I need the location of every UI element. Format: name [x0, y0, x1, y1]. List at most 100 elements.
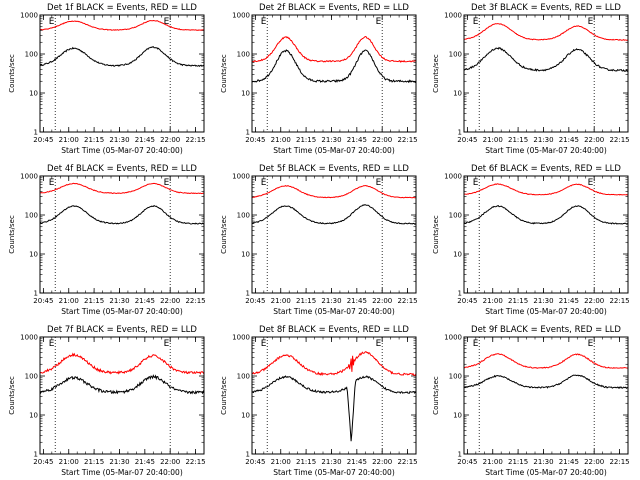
event-marker-label: E	[588, 178, 594, 188]
x-tick-label: 20:45	[457, 458, 477, 466]
x-tick-label: 21:30	[321, 297, 341, 305]
y-tick-label: 1	[34, 451, 38, 459]
x-tick-label: 21:00	[271, 297, 291, 305]
x-tick-label: 20:45	[245, 458, 265, 466]
detector-panel-3: Det 3f BLACK = Events, RED = LLD Counts/s…	[432, 3, 630, 155]
x-tick-label: 22:00	[584, 136, 604, 144]
event-marker-label: E	[261, 178, 267, 188]
x-tick-label: 21:15	[508, 458, 528, 466]
y-axis-label: Counts/sec	[432, 215, 440, 254]
y-tick-label: 1000	[232, 173, 250, 181]
events-series-line	[463, 46, 629, 72]
x-tick-label: 22:15	[397, 136, 417, 144]
plot-frame	[251, 175, 417, 294]
y-tick-label: 1	[458, 451, 462, 459]
x-tick-label: 21:30	[321, 136, 341, 144]
x-tick-label: 21:45	[559, 297, 579, 305]
event-marker-label: E	[261, 339, 267, 349]
x-tick-label: 22:00	[372, 458, 392, 466]
y-tick-label: 1000	[20, 12, 38, 20]
x-tick-label: 22:15	[609, 297, 629, 305]
y-tick-label: 1000	[232, 334, 250, 342]
y-tick-label: 100	[25, 51, 38, 59]
y-axis-label: Counts/sec	[220, 376, 228, 415]
x-tick-label: 21:45	[559, 136, 579, 144]
x-axis-label: Start Time (05-Mar-07 20:40:00)	[485, 146, 607, 155]
x-tick-label: 21:00	[483, 297, 503, 305]
event-marker-label: E	[376, 178, 382, 188]
y-tick-label: 100	[449, 212, 462, 220]
plot-frame	[463, 336, 629, 455]
y-tick-label: 10	[241, 251, 250, 259]
x-axis-label: Start Time (05-Mar-07 20:40:00)	[273, 307, 395, 316]
x-tick-label: 20:45	[245, 297, 265, 305]
y-tick-label: 10	[241, 412, 250, 420]
panel-title: Det 4f BLACK = Events, RED = LLD	[47, 164, 197, 174]
y-axis-label: Counts/sec	[8, 54, 16, 93]
y-tick-label: 1000	[444, 334, 462, 342]
panel-title: Det 3f BLACK = Events, RED = LLD	[471, 3, 621, 13]
panel-title: Det 1f BLACK = Events, RED = LLD	[47, 3, 197, 13]
x-tick-label: 20:45	[33, 136, 53, 144]
x-tick-label: 21:00	[483, 136, 503, 144]
y-axis-label: Counts/sec	[8, 376, 16, 415]
y-tick-label: 10	[29, 412, 38, 420]
y-tick-label: 100	[237, 373, 250, 381]
events-series-line	[39, 204, 205, 225]
event-marker-label: E	[49, 17, 55, 27]
x-tick-label: 20:45	[33, 297, 53, 305]
detector-panel-5: Det 5f BLACK = Events, RED = LLD Counts/s…	[220, 164, 418, 316]
x-axis-label: Start Time (05-Mar-07 20:40:00)	[273, 146, 395, 155]
y-axis-label: Counts/sec	[8, 215, 16, 254]
plot-frame	[39, 175, 205, 294]
y-tick-label: 1	[34, 290, 38, 298]
x-tick-label: 21:30	[109, 297, 129, 305]
event-marker-label: E	[164, 339, 170, 349]
x-tick-label: 21:45	[347, 458, 367, 466]
x-tick-label: 22:00	[372, 297, 392, 305]
detector-panel-8: Det 8f BLACK = Events, RED = LLD Counts/s…	[220, 325, 418, 477]
x-tick-label: 21:45	[135, 136, 155, 144]
y-tick-label: 100	[237, 51, 250, 59]
x-tick-label: 21:45	[135, 297, 155, 305]
lld-series-line	[463, 23, 629, 41]
plot-frame	[39, 336, 205, 455]
x-tick-label: 21:30	[533, 136, 553, 144]
x-tick-label: 22:15	[609, 458, 629, 466]
events-series-line	[463, 204, 629, 225]
y-tick-label: 1	[246, 129, 250, 137]
x-tick-label: 21:15	[296, 297, 316, 305]
x-tick-label: 21:30	[109, 458, 129, 466]
lld-series-line	[252, 351, 417, 377]
x-tick-label: 22:00	[160, 297, 180, 305]
x-tick-label: 22:15	[397, 297, 417, 305]
x-tick-label: 21:15	[296, 136, 316, 144]
y-tick-label: 100	[25, 212, 38, 220]
detector-panel-6: Det 6f BLACK = Events, RED = LLD Counts/s…	[432, 164, 630, 316]
panel-title: Det 8f BLACK = Events, RED = LLD	[259, 325, 409, 335]
y-tick-label: 1000	[444, 12, 462, 20]
detector-panel-4: Det 4f BLACK = Events, RED = LLD Counts/s…	[8, 164, 206, 316]
y-tick-label: 10	[453, 251, 462, 259]
plot-frame	[39, 14, 205, 133]
event-marker-label: E	[588, 339, 594, 349]
y-tick-label: 100	[449, 373, 462, 381]
lld-series-line	[39, 182, 205, 195]
panel-title: Det 7f BLACK = Events, RED = LLD	[47, 325, 197, 335]
y-tick-label: 10	[29, 251, 38, 259]
events-series-line	[463, 374, 629, 390]
x-tick-label: 21:15	[296, 458, 316, 466]
plot-frame	[251, 336, 417, 455]
plot-frame	[463, 175, 629, 294]
event-marker-label: E	[473, 17, 479, 27]
detector-panel-2: Det 2f BLACK = Events, RED = LLD Counts/s…	[220, 3, 418, 155]
x-tick-label: 21:45	[559, 458, 579, 466]
y-tick-label: 10	[453, 412, 462, 420]
x-tick-label: 22:15	[185, 297, 205, 305]
y-tick-label: 1000	[20, 334, 38, 342]
y-tick-label: 1000	[20, 173, 38, 181]
y-axis-label: Counts/sec	[432, 376, 440, 415]
events-series-line	[251, 375, 417, 442]
y-tick-label: 1000	[232, 12, 250, 20]
x-tick-label: 22:00	[584, 458, 604, 466]
